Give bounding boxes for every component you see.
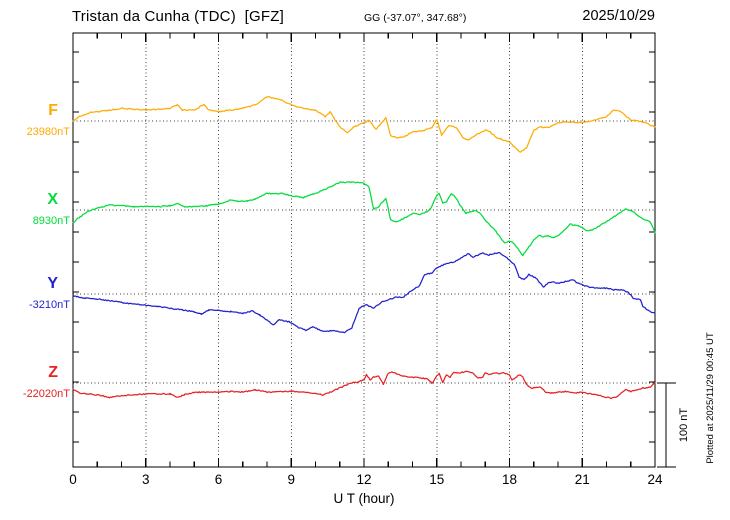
x-axis-title: U T (hour) xyxy=(333,491,395,506)
x-tick-label: 9 xyxy=(287,472,295,487)
scale-bar-label: 100 nT xyxy=(678,407,690,443)
plot-date: 2025/10/29 xyxy=(582,8,655,24)
channel-letter-F: F xyxy=(48,102,58,119)
x-tick-label: 18 xyxy=(502,472,517,487)
x-tick-label: 0 xyxy=(69,472,77,487)
trace-Z xyxy=(72,370,656,400)
x-tick-label: 21 xyxy=(575,472,590,487)
channel-letter-Y: Y xyxy=(47,275,58,292)
x-tick-label: 3 xyxy=(142,472,150,487)
channel-letter-Z: Z xyxy=(48,364,58,381)
trace-X xyxy=(72,181,656,257)
x-tick-label: 24 xyxy=(647,472,663,487)
trace-Y xyxy=(72,251,656,334)
channel-baseline-value-F: 23980nT xyxy=(26,126,70,138)
channel-baseline-value-Z: -22020nT xyxy=(22,388,70,400)
channel-baseline-value-Y: -3210nT xyxy=(29,299,70,311)
plotted-at-note: Plotted at 2025/11/29 00:45 UT xyxy=(705,332,716,464)
channel-letter-X: X xyxy=(47,191,58,208)
station-title: Tristan da Cunha (TDC) [GFZ] xyxy=(72,8,284,25)
trace-F xyxy=(72,96,656,153)
geographic-coords: GG (-37.07°, 347.68°) xyxy=(364,12,467,24)
x-tick-label: 6 xyxy=(215,472,223,487)
x-tick-label: 12 xyxy=(356,472,371,487)
x-tick-label: 15 xyxy=(429,472,444,487)
channel-baseline-value-X: 8930nT xyxy=(32,215,70,227)
